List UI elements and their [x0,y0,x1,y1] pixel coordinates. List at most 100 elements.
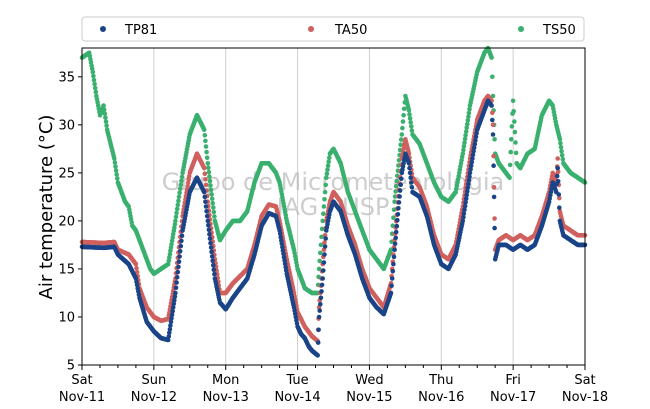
data-point [466,110,472,116]
data-point [90,69,96,75]
data-point [112,156,117,161]
data-point [209,196,215,201]
data-point [470,156,475,161]
data-point [558,141,563,146]
data-point [207,231,212,237]
y-tick-label: 25 [58,166,75,181]
data-point [391,261,396,267]
data-point [409,185,415,190]
data-point [173,218,178,224]
data-point [318,250,323,256]
x-tick-label-day: Mon [212,373,239,388]
data-point [93,89,99,95]
data-point [168,319,174,325]
data-point [463,132,468,138]
data-point [460,218,466,224]
data-point [326,159,332,164]
data-point [173,290,178,296]
data-point [471,149,476,154]
legend-label-ts50: TS50 [542,23,576,38]
data-point [408,175,414,180]
data-point [177,254,182,259]
data-point [400,119,406,124]
data-point [462,136,468,142]
data-point [389,283,394,289]
x-tick-label-date: Nov-13 [203,390,249,405]
data-point [179,238,184,244]
data-point [174,210,179,216]
data-point [178,182,184,188]
data-point [319,234,324,240]
data-point [509,137,514,142]
data-point [207,236,213,241]
data-point [490,122,496,128]
data-point [174,275,180,280]
data-point [134,269,140,275]
data-point [490,93,496,99]
data-point [467,107,472,112]
data-point [510,98,516,104]
data-point [91,73,96,79]
data-point [398,176,404,182]
x-tick-label-date: Nov-17 [490,390,536,405]
x-tick-label-date: Nov-16 [418,390,464,405]
data-point [176,264,181,270]
data-point [206,165,211,170]
data-point [176,259,182,265]
x-tick-label-day: Wed [355,373,383,388]
data-point [165,337,171,343]
y-axis-label: Air temperature (°C) [36,115,57,300]
data-point [172,225,177,230]
data-point [507,175,512,180]
data-point [465,185,471,190]
data-point [212,271,217,277]
data-point [179,233,185,238]
data-point [392,194,398,199]
data-point [203,138,208,144]
x-tick-label-date: Nov-15 [346,390,392,405]
data-point [464,125,470,131]
data-point [104,123,109,128]
data-point [203,144,209,149]
data-point [395,217,400,223]
series-ts50 [79,45,588,296]
data-point [557,195,562,201]
data-point [203,182,209,188]
data-point [179,174,185,180]
data-point [102,111,108,116]
data-point [178,243,184,249]
data-point [209,192,214,197]
data-point [490,117,495,123]
data-point [179,178,184,184]
data-point [327,155,332,160]
legend-frame [81,16,585,42]
data-point [174,206,180,212]
data-point [396,200,402,205]
data-point [489,103,494,108]
data-point [204,149,209,155]
data-point [202,133,208,138]
data-point [170,308,175,314]
y-tick-label: 5 [67,359,75,374]
data-point [185,180,191,186]
data-point [133,261,139,267]
data-point [173,214,179,220]
data-point [207,174,212,179]
data-point [559,149,564,154]
data-point [468,167,473,172]
data-point [470,152,476,158]
data-point [167,251,173,257]
data-point [320,218,326,224]
data-point [559,153,565,158]
data-point [211,262,216,268]
data-point [393,235,399,241]
data-point [282,258,287,263]
data-point [461,211,467,216]
data-point [555,179,561,184]
data-point [471,145,477,150]
data-point [400,125,405,131]
data-point [176,198,181,204]
data-point [115,176,120,181]
data-point [277,231,283,237]
data-point [512,129,518,135]
